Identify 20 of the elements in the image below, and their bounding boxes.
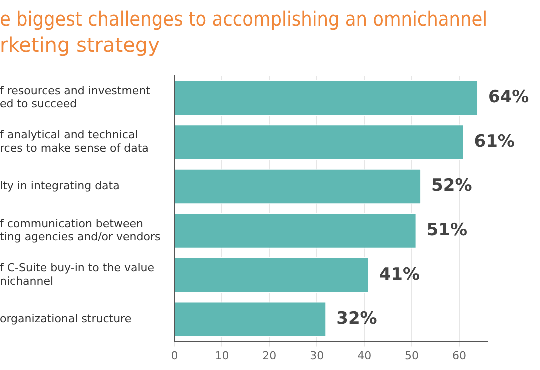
x-tick-label: 30 [310,349,324,362]
data-label: 41% [379,264,420,285]
data-label: 61% [474,132,515,152]
x-tick-label: 60 [452,349,467,362]
y-tick-label: lty in integrating data [0,180,120,193]
chart-title: e biggest challenges to accomplishing an omnichannel rketing strategy [0,8,488,58]
data-label: 32% [336,309,378,330]
y-tick-label: f analytical and technical rces to make sense of data [0,128,149,155]
y-tick-label: f C-Suite buy-in to the value nichannel [0,262,155,288]
y-tick-label: organizational structure [0,312,132,326]
x-tick-label: 0 [171,349,178,362]
y-tick-label: f resources and investment ed to succeed [0,84,152,111]
x-tick-label: 50 [405,349,420,362]
y-tick-label: f communication between ting agencies and/or vendors [0,217,162,244]
x-tick-label: 20 [262,349,277,362]
x-tick-label: 10 [215,349,230,362]
data-label: 64% [488,88,530,108]
x-tick-label: 40 [358,349,372,362]
data-label: 51% [426,220,468,240]
data-label: 52% [432,176,472,196]
